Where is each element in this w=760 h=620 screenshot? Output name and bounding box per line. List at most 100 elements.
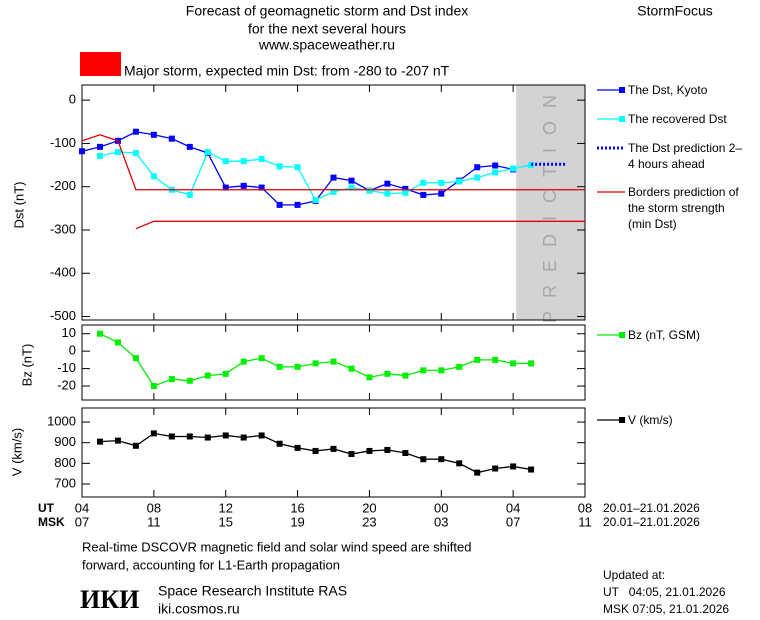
plot-frame	[81, 84, 586, 321]
point	[132, 149, 139, 156]
legend-marker	[619, 417, 625, 423]
point	[294, 444, 301, 451]
y-tick-label: -400	[50, 265, 76, 280]
point	[222, 158, 229, 165]
point	[150, 173, 157, 180]
y-tick-label: 800	[54, 455, 76, 470]
point	[114, 437, 121, 444]
point	[456, 178, 463, 185]
point	[528, 360, 535, 367]
y-axis-label: Bz (nT)	[19, 344, 34, 387]
point	[150, 430, 157, 437]
x2-axis-label: MSK	[38, 515, 65, 529]
point	[384, 180, 391, 187]
point	[402, 189, 409, 196]
point	[438, 179, 445, 186]
x2-tick-label: 07	[75, 514, 89, 529]
point	[492, 356, 499, 363]
legend-label: The Dst, Kyoto	[628, 83, 708, 97]
point	[510, 360, 517, 367]
updated: UT 04:05, 21.01.2026	[603, 585, 726, 599]
alert-text: Major storm, expected min Dst: from -280…	[124, 63, 450, 79]
point	[222, 370, 229, 377]
point	[132, 442, 139, 449]
url: iki.cosmos.ru	[158, 601, 240, 617]
x-axis-label: UT	[38, 501, 55, 515]
x2-date-range: 20.01–21.01.2026	[603, 515, 700, 529]
point	[384, 190, 391, 197]
legend-label: The recovered Dst	[628, 112, 727, 126]
point	[330, 445, 337, 452]
point	[240, 434, 247, 441]
point	[528, 466, 535, 473]
point	[132, 355, 139, 362]
point	[474, 469, 481, 476]
legend-marker	[619, 116, 625, 122]
point	[186, 143, 193, 150]
alert-box	[80, 52, 121, 76]
point	[312, 447, 319, 454]
institute: Space Research Institute RAS	[158, 583, 347, 599]
point	[204, 434, 211, 441]
point	[240, 182, 247, 189]
point	[348, 177, 355, 184]
point	[312, 360, 319, 367]
point	[186, 191, 193, 198]
point	[79, 148, 85, 155]
legend-label: Borders prediction of the storm strength…	[628, 185, 739, 231]
point	[366, 187, 373, 194]
x-tick-label: 04	[75, 500, 89, 515]
y-tick-label: 10	[62, 325, 76, 340]
point	[114, 149, 121, 156]
x2-tick-label: 11	[578, 514, 592, 529]
point	[348, 365, 355, 372]
title-line: for the next several hours	[248, 21, 406, 37]
x2-tick-label: 23	[362, 514, 376, 529]
point	[96, 152, 103, 159]
footer-note: Real-time DSCOVR magnetic field and sola…	[82, 539, 471, 554]
x-tick-label: 08	[578, 500, 592, 515]
point	[150, 131, 157, 138]
x2-tick-label: 11	[147, 514, 161, 529]
point	[420, 191, 427, 198]
point	[456, 460, 463, 467]
point	[294, 363, 301, 370]
point	[222, 184, 229, 191]
point	[276, 440, 283, 447]
legend-label: The Dst prediction 2–4 hours ahead	[628, 141, 743, 171]
point	[492, 162, 499, 169]
point	[258, 432, 265, 439]
title-line: Forecast of geomagnetic storm and Dst in…	[186, 3, 468, 19]
point	[186, 377, 193, 384]
x-tick-label: 20	[362, 500, 376, 515]
x-tick-label: 00	[434, 500, 448, 515]
x2-tick-label: 03	[434, 514, 448, 529]
point	[168, 376, 175, 383]
point	[312, 197, 319, 204]
x-tick-label: 08	[147, 500, 161, 515]
x2-tick-label: 15	[218, 514, 232, 529]
point	[240, 358, 247, 365]
plot-frame	[81, 407, 586, 498]
point	[402, 372, 409, 379]
updated: MSK 07:05, 21.01.2026	[603, 602, 729, 616]
legend-label: V (km/s)	[628, 413, 673, 427]
point	[474, 174, 481, 181]
legend-label: Bz (nT, GSM)	[628, 328, 701, 342]
series-line	[135, 220, 585, 230]
y-tick-label: 0	[69, 343, 76, 358]
point	[114, 339, 121, 346]
point	[474, 164, 481, 171]
point	[222, 432, 229, 439]
series-line	[81, 134, 585, 191]
point	[276, 163, 283, 170]
point	[330, 174, 337, 181]
point	[510, 463, 517, 470]
point	[150, 383, 157, 390]
point	[294, 164, 301, 171]
point	[420, 367, 427, 374]
point	[420, 456, 427, 463]
point	[258, 355, 265, 362]
y-tick-label: -20	[57, 377, 76, 392]
point	[438, 456, 445, 463]
